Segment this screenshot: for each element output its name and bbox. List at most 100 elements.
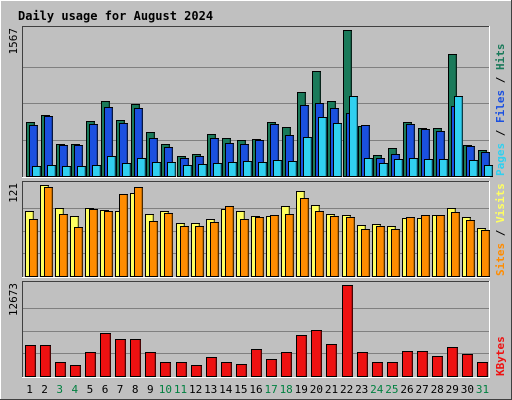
bar-pages-day-31 bbox=[484, 165, 493, 177]
bar-sites-day-7 bbox=[119, 194, 128, 277]
bar-sites-day-6 bbox=[104, 211, 113, 277]
bar-kbytes-day-17 bbox=[266, 359, 277, 377]
bar-kbytes-day-5 bbox=[85, 352, 96, 377]
bar-kbytes-day-23 bbox=[357, 352, 368, 377]
bar-kbytes-day-21 bbox=[326, 344, 337, 377]
x-tick-day-31: 31 bbox=[476, 383, 489, 396]
bar-pages-day-25 bbox=[394, 159, 403, 177]
bar-pages-day-18 bbox=[288, 161, 297, 177]
bar-pages-day-12 bbox=[198, 164, 207, 177]
bar-sites-day-28 bbox=[436, 215, 445, 277]
bar-pages-day-20 bbox=[318, 117, 327, 177]
bar-pages-day-6 bbox=[107, 156, 116, 177]
x-tick-day-26: 26 bbox=[400, 383, 413, 396]
bar-pages-day-5 bbox=[92, 165, 101, 177]
x-tick-day-24: 24 bbox=[370, 383, 384, 396]
x-tick-day-29: 29 bbox=[446, 383, 459, 396]
bar-pages-day-27 bbox=[424, 159, 433, 177]
bar-sites-day-23 bbox=[361, 229, 370, 277]
bar-sites-day-24 bbox=[376, 226, 385, 277]
bar-sites-day-14 bbox=[225, 206, 234, 277]
bar-kbytes-day-26 bbox=[402, 351, 413, 377]
side-legend-visits: Visits bbox=[494, 183, 507, 223]
side-legend-hits-files-pages: Pages / Files / Hits bbox=[494, 44, 507, 177]
side-legend-hits: Hits bbox=[494, 44, 507, 71]
x-tick-day-19: 19 bbox=[295, 383, 308, 396]
bar-kbytes-day-20 bbox=[311, 330, 322, 377]
bar-sites-day-21 bbox=[330, 216, 339, 277]
panel-visits-sites: 121 Sites / Visits bbox=[7, 181, 507, 278]
panel-max-label: 1567 bbox=[7, 28, 20, 55]
side-legend-separator: / bbox=[494, 123, 507, 143]
x-tick-day-18: 18 bbox=[280, 383, 293, 396]
bar-pages-day-3 bbox=[62, 166, 71, 177]
x-tick-day-2: 2 bbox=[41, 383, 48, 396]
x-tick-day-9: 9 bbox=[147, 383, 154, 396]
bar-sites-day-11 bbox=[180, 226, 189, 277]
bar-kbytes-day-18 bbox=[281, 352, 292, 377]
side-legend-kbytes: KBytes bbox=[494, 336, 507, 376]
bar-kbytes-day-29 bbox=[447, 347, 458, 377]
bar-sites-day-19 bbox=[300, 198, 309, 277]
bar-pages-day-21 bbox=[333, 123, 342, 177]
x-tick-day-10: 10 bbox=[159, 383, 172, 396]
x-tick-day-30: 30 bbox=[461, 383, 474, 396]
bar-kbytes-day-11 bbox=[176, 362, 187, 377]
bar-pages-day-29 bbox=[454, 96, 463, 177]
bar-pages-day-26 bbox=[409, 158, 418, 177]
side-legend-visits-sites: Sites / Visits bbox=[494, 183, 507, 276]
x-tick-day-6: 6 bbox=[102, 383, 109, 396]
x-tick-day-23: 23 bbox=[355, 383, 368, 396]
bar-pages-day-13 bbox=[213, 163, 222, 177]
x-tick-day-14: 14 bbox=[219, 383, 233, 396]
bar-kbytes-day-28 bbox=[432, 356, 443, 377]
bar-pages-day-24 bbox=[379, 163, 388, 177]
x-tick-day-11: 11 bbox=[174, 383, 187, 396]
bar-kbytes-day-10 bbox=[160, 362, 171, 377]
bar-pages-day-15 bbox=[243, 161, 252, 177]
bar-kbytes-day-2 bbox=[40, 345, 51, 377]
bar-sites-day-18 bbox=[285, 214, 294, 277]
chart-title: Daily usage for August 2024 bbox=[18, 9, 213, 23]
x-tick-day-7: 7 bbox=[117, 383, 124, 396]
bar-pages-day-11 bbox=[183, 165, 192, 177]
bar-sites-day-27 bbox=[421, 215, 430, 277]
x-tick-day-3: 3 bbox=[56, 383, 63, 396]
bar-pages-day-28 bbox=[439, 159, 448, 177]
bar-pages-day-22 bbox=[349, 96, 358, 177]
bar-pages-day-19 bbox=[303, 137, 312, 177]
bar-sites-day-22 bbox=[346, 217, 355, 277]
bar-pages-day-30 bbox=[469, 160, 478, 177]
side-legend-separator: / bbox=[494, 223, 507, 243]
x-tick-day-8: 8 bbox=[132, 383, 139, 396]
bar-pages-day-17 bbox=[273, 160, 282, 177]
panel-max-label: 12673 bbox=[7, 283, 20, 316]
bar-kbytes-day-7 bbox=[115, 339, 126, 377]
bar-sites-day-20 bbox=[315, 211, 324, 277]
bar-kbytes-day-12 bbox=[191, 365, 202, 377]
x-tick-day-20: 20 bbox=[310, 383, 323, 396]
bar-kbytes-day-1 bbox=[25, 345, 36, 377]
x-tick-day-21: 21 bbox=[325, 383, 338, 396]
bar-sites-day-4 bbox=[74, 227, 83, 277]
bar-kbytes-day-16 bbox=[251, 349, 262, 377]
bar-pages-day-23 bbox=[364, 158, 373, 177]
panel-max-label: 121 bbox=[7, 183, 20, 203]
bar-kbytes-day-24 bbox=[372, 362, 383, 377]
bar-sites-day-1 bbox=[29, 219, 38, 277]
x-tick-day-4: 4 bbox=[71, 383, 78, 396]
bar-kbytes-day-8 bbox=[130, 339, 141, 377]
bar-kbytes-day-25 bbox=[387, 362, 398, 377]
bar-kbytes-day-4 bbox=[70, 365, 81, 377]
panel-hits-files-pages: 1567 Pages / Files / Hits bbox=[7, 26, 507, 178]
bar-sites-day-3 bbox=[59, 214, 68, 277]
bar-kbytes-day-14 bbox=[221, 362, 232, 377]
side-legend-sites: Sites bbox=[494, 243, 507, 276]
bar-sites-day-17 bbox=[270, 215, 279, 277]
bar-kbytes-day-6 bbox=[100, 333, 111, 377]
x-axis-labels: 1 2 3 4 5 6 7 8 9 10 11 12 13 14 15 16 17 18 19 20 21 22 23 24 2… bbox=[26, 383, 489, 396]
panel-kbytes: 12673 KBytes bbox=[7, 281, 507, 378]
bar-sites-day-12 bbox=[195, 226, 204, 277]
bar-pages-day-1 bbox=[32, 166, 41, 177]
